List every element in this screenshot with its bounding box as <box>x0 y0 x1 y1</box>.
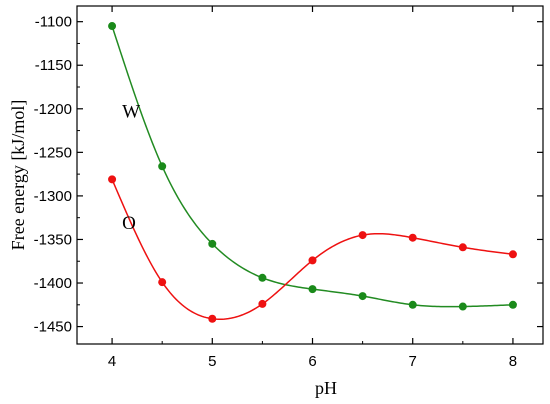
series-label-o: O <box>122 213 136 234</box>
data-point-o <box>258 299 267 308</box>
data-point-o <box>308 256 317 265</box>
y-tick-label: -1400 <box>34 275 72 292</box>
y-tick-label: -1350 <box>34 231 72 248</box>
data-point-w <box>508 300 517 309</box>
data-point-w <box>258 273 267 282</box>
y-tick-label: -1300 <box>34 188 72 205</box>
y-axis: -1100 -1150 -1200 -1250 -1300 -1350 -1400 -1450 <box>34 14 543 336</box>
series-points <box>108 22 517 323</box>
series-line-o <box>111 179 514 321</box>
x-tick-label: 6 <box>308 353 316 370</box>
data-point-w <box>458 302 467 311</box>
y-tick-label: -1450 <box>34 319 72 336</box>
series-label-w: W <box>122 102 140 123</box>
x-axis: 4 5 6 7 8 <box>108 6 517 370</box>
data-point-o <box>458 243 467 252</box>
data-point-o <box>358 231 367 240</box>
data-point-o <box>508 250 517 259</box>
annotations: WO <box>122 102 140 235</box>
x-tick-label: 8 <box>509 353 517 370</box>
data-point-o <box>408 233 417 242</box>
y-tick-label: -1150 <box>35 57 72 74</box>
x-tick-label: 7 <box>409 353 417 370</box>
y-tick-label: -1250 <box>34 144 72 161</box>
data-point-w <box>158 162 167 171</box>
series-lines <box>111 25 514 321</box>
data-point-w <box>108 22 117 31</box>
x-tick-label: 5 <box>208 353 216 370</box>
y-axis-title: Free energy [kJ/mol] <box>8 100 28 251</box>
x-axis-title: pH <box>315 378 337 398</box>
y-tick-label: -1100 <box>35 14 72 31</box>
data-point-o <box>108 175 117 184</box>
data-point-w <box>308 285 317 294</box>
data-point-o <box>208 314 217 323</box>
data-point-w <box>208 239 217 248</box>
plot-border <box>76 5 544 345</box>
data-point-w <box>358 292 367 301</box>
data-point-w <box>408 300 417 309</box>
data-point-o <box>158 278 167 287</box>
series-line-w <box>111 25 513 308</box>
y-tick-label: -1200 <box>34 101 72 118</box>
plot-frame <box>76 5 544 345</box>
x-tick-label: 4 <box>108 353 116 370</box>
